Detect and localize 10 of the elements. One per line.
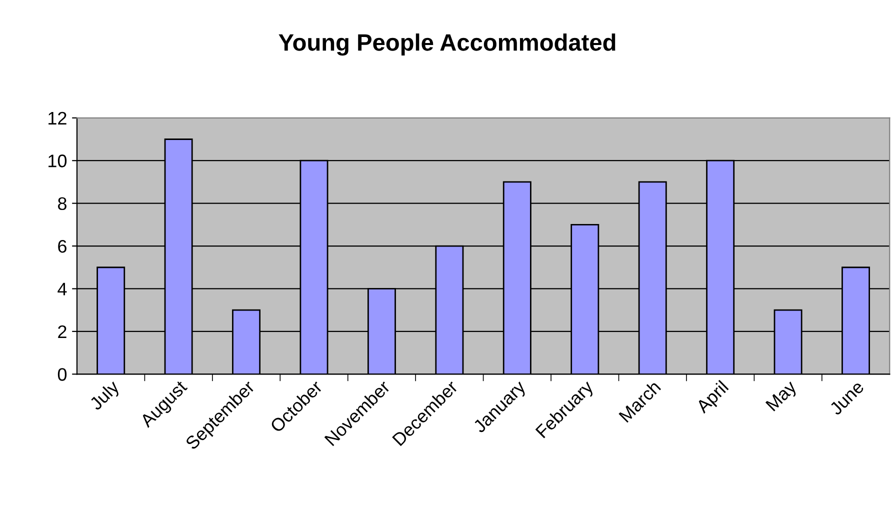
y-tick-label: 0 <box>58 368 67 381</box>
y-tick-label: 6 <box>58 240 66 253</box>
x-tick-label: May <box>765 379 800 414</box>
y-tick-label: 2 <box>58 325 66 338</box>
y-tick-label: 8 <box>58 197 66 210</box>
chart-title: Young People Accommodated <box>278 33 616 56</box>
x-tick-label: July <box>88 379 123 414</box>
y-tick-label: 10 <box>48 154 67 168</box>
y-tick-label: 4 <box>58 282 67 296</box>
y-tick-label: 12 <box>48 112 66 124</box>
